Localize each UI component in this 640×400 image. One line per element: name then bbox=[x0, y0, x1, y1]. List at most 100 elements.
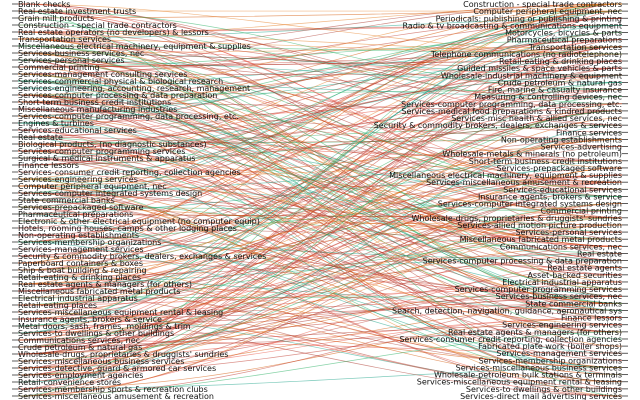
left-label: Services-management services bbox=[18, 245, 144, 254]
link-curve bbox=[17, 324, 623, 376]
right-label: Services-miscellaneous business services bbox=[456, 363, 622, 372]
link-curve bbox=[17, 317, 623, 390]
right-label: Finance lessors bbox=[561, 314, 622, 323]
left-label: Transportation services bbox=[17, 35, 111, 44]
link-curve bbox=[17, 3, 623, 54]
left-label: Services-computer programming services bbox=[18, 147, 185, 156]
link-curve bbox=[17, 143, 623, 304]
link-curve bbox=[17, 129, 623, 375]
left-label: Crude petroleum & natural gas bbox=[18, 343, 142, 352]
link-curve bbox=[17, 281, 623, 369]
link-curve bbox=[17, 10, 623, 197]
right-label: Wholesale-industrial machinery & equipme… bbox=[441, 71, 622, 80]
left-label: Miscellaneous fabricated metal products bbox=[18, 287, 180, 296]
link-curve bbox=[17, 206, 623, 390]
left-label: Grain mill products bbox=[18, 14, 94, 23]
right-label: Motorcycles, bicycles & parts bbox=[505, 29, 622, 38]
left-label: Insurance agents, brokers & service bbox=[18, 315, 162, 324]
left-label: Short-term business credit institutions bbox=[18, 98, 171, 107]
link-curve bbox=[17, 131, 623, 383]
link-curve bbox=[17, 103, 623, 271]
link-curve bbox=[17, 115, 623, 383]
left-label: Computer peripheral equipment, nec bbox=[18, 182, 167, 191]
right-label: Services-allied motion picture productio… bbox=[457, 221, 622, 230]
right-label: Services-personal services bbox=[515, 228, 622, 237]
link-curve bbox=[17, 115, 623, 247]
link-curve bbox=[17, 192, 623, 318]
link-curve bbox=[17, 3, 623, 55]
link-curve bbox=[17, 295, 623, 320]
left-label: Services-to dwellings & other buildings bbox=[18, 329, 174, 338]
left-label: Services-membership organizations bbox=[18, 238, 161, 247]
right-label: Finance services bbox=[556, 128, 622, 137]
link-curve bbox=[17, 45, 623, 290]
link-curve bbox=[17, 238, 623, 306]
link-curve bbox=[17, 46, 623, 278]
link-curve bbox=[17, 139, 623, 236]
left-label: Services-engineering, accounting, resear… bbox=[18, 84, 250, 93]
left-label: Services-engineering services bbox=[18, 175, 138, 184]
right-label: Services-computer programming services bbox=[455, 285, 622, 294]
link-curve bbox=[17, 74, 623, 257]
right-label: Services-computer processing & data prep… bbox=[423, 257, 622, 266]
link-curve bbox=[17, 73, 623, 340]
right-label: Fabricated plate work (boiler shops) bbox=[478, 342, 622, 351]
link-curve bbox=[17, 10, 623, 219]
link-curve bbox=[17, 59, 623, 240]
link-curve bbox=[17, 188, 623, 306]
left-label: Biological products, (no diagnostic subs… bbox=[18, 140, 207, 149]
link-curve bbox=[17, 73, 623, 76]
link-curve bbox=[17, 17, 623, 131]
left-label: Services-detective, guard & armored car … bbox=[18, 364, 216, 373]
link-curve bbox=[17, 17, 623, 201]
link-curve bbox=[17, 3, 623, 180]
left-label: Engines & turbines bbox=[18, 119, 94, 128]
left-label: Electronic & other electrical equipment … bbox=[18, 217, 260, 226]
link-curve bbox=[17, 224, 623, 362]
left-label: Real estate agents & managers (for other… bbox=[18, 280, 192, 289]
link-curve bbox=[17, 203, 623, 369]
right-label: Miscellaneous electrical machinery, equi… bbox=[389, 171, 622, 180]
left-label: Retail-convenience stores bbox=[18, 378, 121, 387]
link-curve bbox=[17, 185, 623, 212]
right-label: State commercial banks bbox=[525, 299, 622, 308]
left-label: Metal doors, sash, frames, moldings & tr… bbox=[18, 322, 191, 331]
right-label: Services-business services, nec bbox=[496, 292, 622, 301]
link-curve bbox=[17, 206, 623, 397]
left-label: Services-computer processing & data prep… bbox=[18, 91, 217, 100]
link-curve bbox=[17, 101, 623, 112]
link-curve bbox=[17, 46, 623, 327]
link-curve bbox=[17, 24, 623, 105]
link-curve bbox=[17, 39, 623, 138]
left-label: Services-computer integrated systems des… bbox=[18, 189, 202, 198]
link-curve bbox=[17, 253, 623, 320]
right-label: Insurance agents, brokers & service bbox=[478, 192, 622, 201]
link-curve bbox=[17, 59, 623, 98]
link-curve bbox=[17, 267, 623, 355]
right-label: Real estate agents bbox=[547, 264, 622, 273]
right-label: Wholesale-metals & minerals (no petroleu… bbox=[442, 150, 622, 159]
link-curve bbox=[17, 39, 623, 383]
link-curve bbox=[17, 185, 623, 333]
left-label: Miscellaneous manufacturing industries bbox=[18, 105, 177, 114]
right-label: Communications services, nec bbox=[500, 242, 622, 251]
right-label: Real estate bbox=[577, 249, 622, 258]
link-curve bbox=[17, 122, 623, 197]
link-curve bbox=[17, 203, 623, 341]
link-curve bbox=[17, 139, 623, 271]
link-curve bbox=[17, 146, 623, 187]
right-label: Retail-eating & drinking places bbox=[499, 57, 622, 66]
left-label: Services-computer programming, data proc… bbox=[18, 112, 239, 121]
left-label: Pharmaceutical preparations bbox=[18, 210, 133, 219]
link-curve bbox=[17, 38, 623, 183]
left-label: Electrical industrial apparatus bbox=[18, 294, 138, 303]
right-label: Fire, marine & casualty insurance bbox=[488, 86, 622, 95]
left-label: Communications services, nec bbox=[18, 336, 140, 345]
link-curve bbox=[17, 73, 623, 219]
link-curve bbox=[17, 136, 623, 233]
link-curve bbox=[17, 199, 623, 254]
link-curve bbox=[17, 367, 623, 390]
left-label: Blank checks bbox=[18, 0, 70, 9]
right-label: Services-miscellaneous amusement & recre… bbox=[426, 178, 622, 187]
left-label: Services-employment agencies bbox=[18, 371, 143, 380]
